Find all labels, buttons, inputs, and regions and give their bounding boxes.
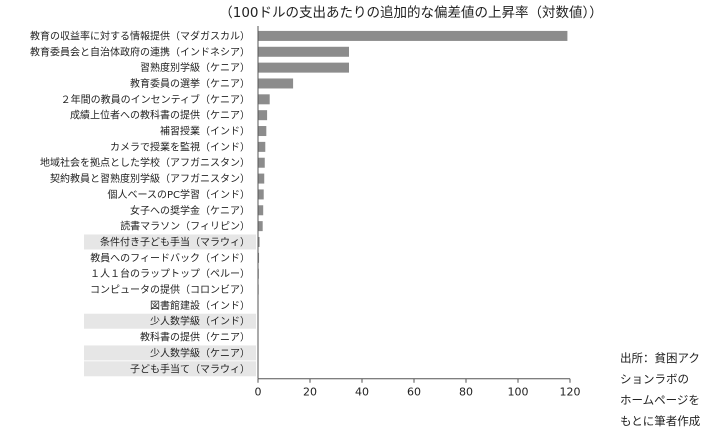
category-label: 条件付き子ども手当（マラウィ）	[100, 235, 250, 248]
source-line-4: もとに筆者作成	[620, 414, 701, 428]
bar	[258, 205, 264, 216]
category-label: 契約教員と習熟度別学級（アフガニスタン）	[50, 172, 250, 185]
bar	[258, 236, 260, 247]
bar	[258, 221, 263, 232]
bar	[258, 30, 568, 41]
category-label: 教員へのフィードバック（インド）	[90, 251, 250, 264]
source-line-2: ションラボの	[620, 372, 689, 386]
category-label: 習熟度別学級（ケニア）	[140, 61, 250, 74]
category-label: 読書マラソン（フィリピン）	[120, 220, 250, 233]
bar	[258, 110, 268, 121]
label-highlight	[84, 345, 256, 361]
category-label: 教育の収益率に対する情報提供（マダガスカル）	[30, 29, 250, 42]
category-label: 地域社会を拠点とした学校（アフガニスタン）	[40, 156, 250, 169]
bar	[258, 62, 349, 73]
bar	[258, 189, 264, 200]
bar	[258, 173, 265, 184]
source-line-3: ホームページを	[620, 393, 700, 407]
bar	[258, 126, 267, 137]
x-ticks: 0 20 40 60 80 100 120	[255, 378, 581, 399]
category-label: 子ども手当て（マラウィ）	[130, 362, 250, 375]
bar	[258, 78, 294, 89]
x-tick-label: 80	[459, 386, 473, 399]
x-tick-label: 20	[303, 386, 317, 399]
category-label: カメラで授業を監視（インド）	[110, 140, 250, 153]
bar	[258, 94, 270, 105]
bar	[258, 157, 265, 168]
category-label: コンピュータの提供（コロンビア）	[90, 283, 250, 296]
category-label: 少人数学級（ケニア）	[150, 346, 250, 359]
source-line-1: 出所：貧困アク	[620, 351, 700, 365]
x-tick-label: 40	[355, 386, 369, 399]
bar	[258, 252, 260, 263]
category-label: 女子への奨学金（ケニア）	[130, 204, 250, 217]
x-tick-label: 120	[560, 386, 581, 399]
bar	[258, 141, 266, 152]
category-label: 少人数学級（インド）	[150, 315, 250, 328]
category-label: １人１台のラップトップ（ペルー）	[90, 267, 250, 280]
bar	[258, 46, 349, 57]
category-label: 成績上位者への教科書の提供（ケニア）	[70, 109, 250, 122]
category-label: 個人ベースのPC学習（インド）	[107, 188, 250, 201]
category-label: 教科書の提供（ケニア）	[140, 331, 250, 344]
category-label: ２年間の教員のインセンティブ（ケニア）	[61, 93, 250, 106]
chart-title: （100ドルの支出あたりの追加的な偏差値の上昇率（対数値））	[219, 4, 603, 21]
category-label: 図書館建設（インド）	[150, 299, 250, 312]
label-highlight	[84, 361, 256, 377]
label-highlight	[84, 313, 256, 329]
category-label: 補習授業（インド）	[160, 125, 250, 138]
x-tick-label: 100	[508, 386, 529, 399]
x-tick-label: 60	[407, 386, 421, 399]
x-tick-label: 0	[255, 386, 262, 399]
category-label: 教育委員会と自治体政府の連携（インドネシア）	[30, 45, 250, 58]
label-highlight	[84, 234, 256, 250]
category-label: 教育委員の選挙（ケニア）	[130, 77, 250, 90]
bars-layer: 教育の収益率に対する情報提供（マダガスカル） 教育委員会と自治体政府の連携（インド…	[30, 29, 568, 377]
